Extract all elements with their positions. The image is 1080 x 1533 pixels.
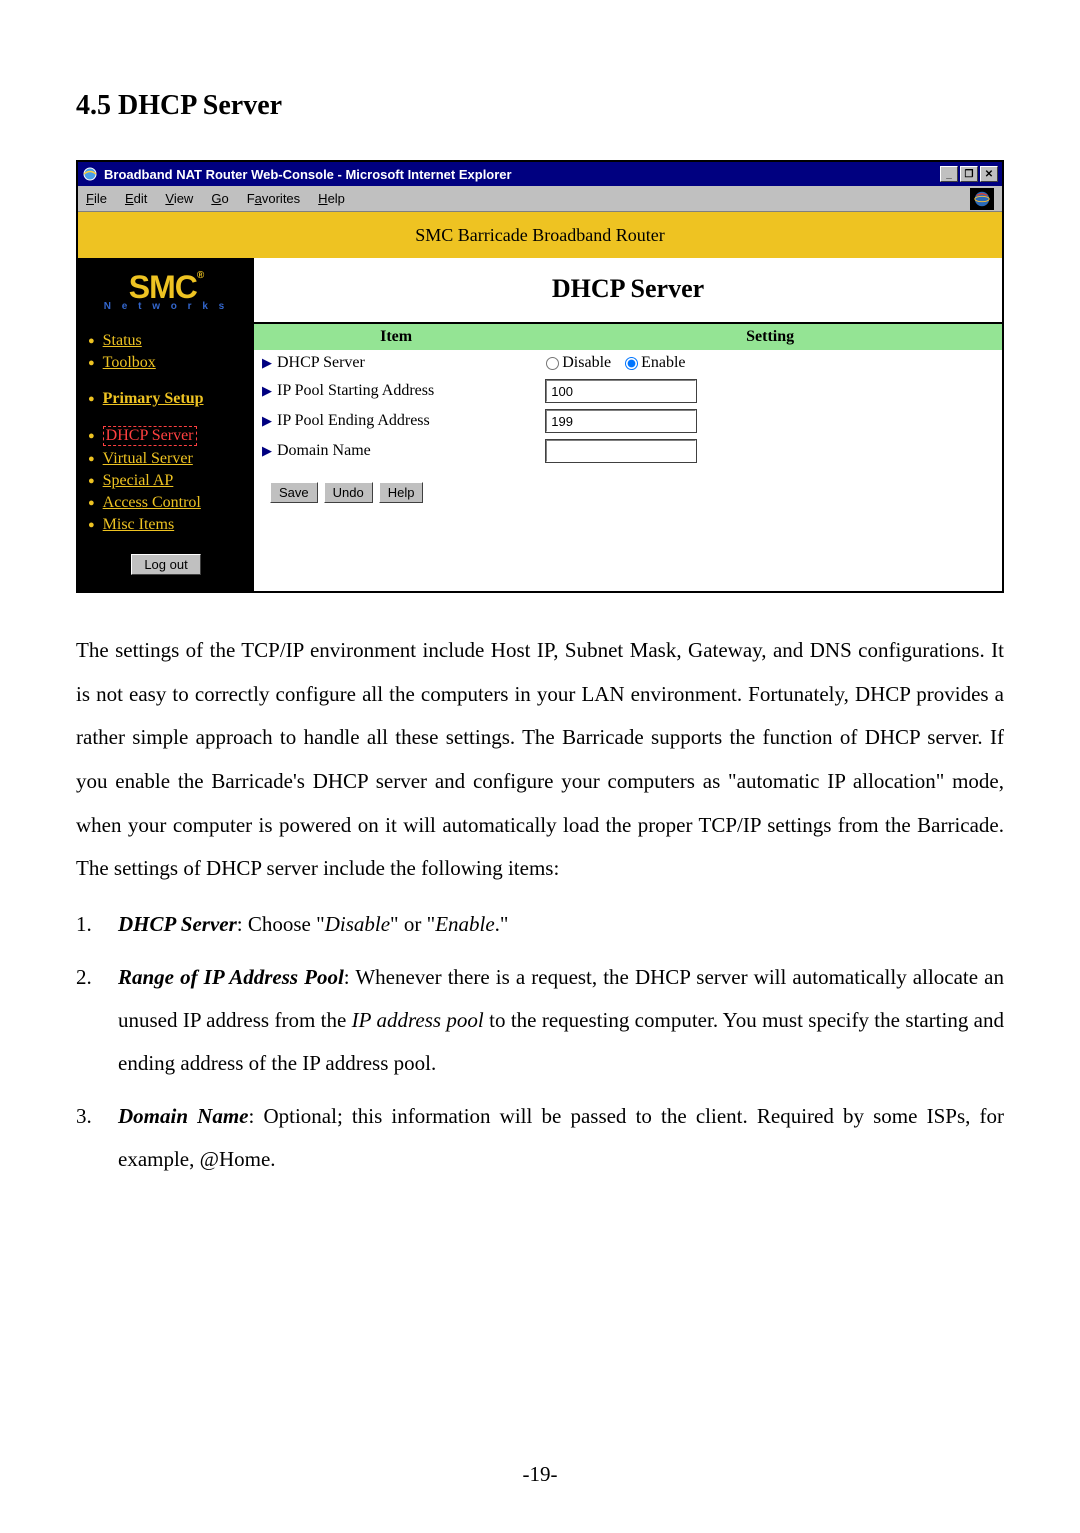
menu-edit[interactable]: Edit xyxy=(125,191,147,206)
minimize-button[interactable]: _ xyxy=(940,166,958,182)
close-button[interactable]: ✕ xyxy=(980,166,998,182)
body-paragraph: The settings of the TCP/IP environment i… xyxy=(76,629,1004,891)
menu-view[interactable]: View xyxy=(165,191,193,206)
section-title: 4.5 DHCP Server xyxy=(76,90,1004,122)
list-item-3: 3. Domain Name: Optional; this informati… xyxy=(76,1095,1004,1181)
th-item: Item xyxy=(254,324,538,350)
titlebar: Broadband NAT Router Web-Console - Micro… xyxy=(78,162,1002,186)
th-setting: Setting xyxy=(538,324,1002,350)
nav-special-ap[interactable]: ●Special AP xyxy=(86,470,246,492)
row-ip-end: ▶ IP Pool Ending Address xyxy=(254,406,1002,436)
nav-access-control[interactable]: ●Access Control xyxy=(86,492,246,514)
nav-spacer xyxy=(86,374,246,388)
logo-tagline: N e t w o r k s xyxy=(104,301,228,312)
page-heading: DHCP Server xyxy=(254,258,1002,324)
nav-misc-items[interactable]: ●Misc Items xyxy=(86,514,246,536)
nav-dhcp-server[interactable]: ●DHCP Server xyxy=(86,424,246,448)
nav-toolbox[interactable]: ●Toolbox xyxy=(86,352,246,374)
nav-spacer xyxy=(86,410,246,424)
undo-button[interactable]: Undo xyxy=(324,482,373,503)
save-button[interactable]: Save xyxy=(270,482,318,503)
domain-input[interactable] xyxy=(546,440,696,462)
row-ip-start: ▶ IP Pool Starting Address xyxy=(254,376,1002,406)
browser-window: Broadband NAT Router Web-Console - Micro… xyxy=(76,160,1004,593)
menu-go[interactable]: Go xyxy=(211,191,228,206)
row-dhcp-server: ▶ DHCP Server Disable Enable xyxy=(254,350,1002,376)
logo-brand: SMC® xyxy=(129,271,203,303)
button-row: Save Undo Help xyxy=(254,466,1002,511)
menu-file[interactable]: File xyxy=(86,191,107,206)
label-ip-end: IP Pool Ending Address xyxy=(277,412,430,429)
label-domain: Domain Name xyxy=(277,442,371,459)
ip-start-input[interactable] xyxy=(546,380,696,402)
logout-button[interactable]: Log out xyxy=(131,554,200,575)
arrow-icon: ▶ xyxy=(262,355,272,371)
nav-virtual-server[interactable]: ●Virtual Server xyxy=(86,448,246,470)
ip-end-input[interactable] xyxy=(546,410,696,432)
arrow-icon: ▶ xyxy=(262,443,272,459)
content-area: SMC® N e t w o r k s ●Status ●Toolbox ●P… xyxy=(78,258,1002,591)
label-dhcp-server: DHCP Server xyxy=(277,354,365,371)
nav-status[interactable]: ●Status xyxy=(86,330,246,352)
label-ip-start: IP Pool Starting Address xyxy=(277,382,434,399)
banner: SMC Barricade Broadband Router xyxy=(78,212,1002,258)
radio-enable[interactable]: Enable xyxy=(625,354,685,371)
ie-throbber-icon xyxy=(970,188,994,210)
menu-favorites[interactable]: Favorites xyxy=(247,191,300,206)
sidebar: SMC® N e t w o r k s ●Status ●Toolbox ●P… xyxy=(78,258,254,591)
page-number: -19- xyxy=(0,1462,1080,1487)
window-title: Broadband NAT Router Web-Console - Micro… xyxy=(104,167,940,182)
row-domain: ▶ Domain Name xyxy=(254,436,1002,466)
main-panel: DHCP Server Item Setting ▶ DHCP Server Di… xyxy=(254,258,1002,591)
menubar: File Edit View Go Favorites Help xyxy=(78,186,1002,212)
numbered-list: 1. DHCP Server: Choose "Disable" or "Ena… xyxy=(76,903,1004,1181)
list-item-1: 1. DHCP Server: Choose "Disable" or "Ena… xyxy=(76,903,1004,946)
logo: SMC® N e t w o r k s xyxy=(78,258,254,324)
nav-primary-setup[interactable]: ●Primary Setup xyxy=(86,388,246,410)
nav-list: ●Status ●Toolbox ●Primary Setup ●DHCP Se… xyxy=(78,324,254,536)
radio-disable[interactable]: Disable xyxy=(546,354,611,371)
arrow-icon: ▶ xyxy=(262,383,272,399)
restore-button[interactable]: ❐ xyxy=(960,166,978,182)
list-item-2: 2. Range of IP Address Pool: Whenever th… xyxy=(76,956,1004,1085)
menu-help[interactable]: Help xyxy=(318,191,345,206)
window-controls: _ ❐ ✕ xyxy=(940,166,998,182)
help-button[interactable]: Help xyxy=(379,482,424,503)
ie-icon xyxy=(82,166,98,182)
arrow-icon: ▶ xyxy=(262,413,272,429)
settings-table: Item Setting ▶ DHCP Server Disable Enable… xyxy=(254,324,1002,466)
